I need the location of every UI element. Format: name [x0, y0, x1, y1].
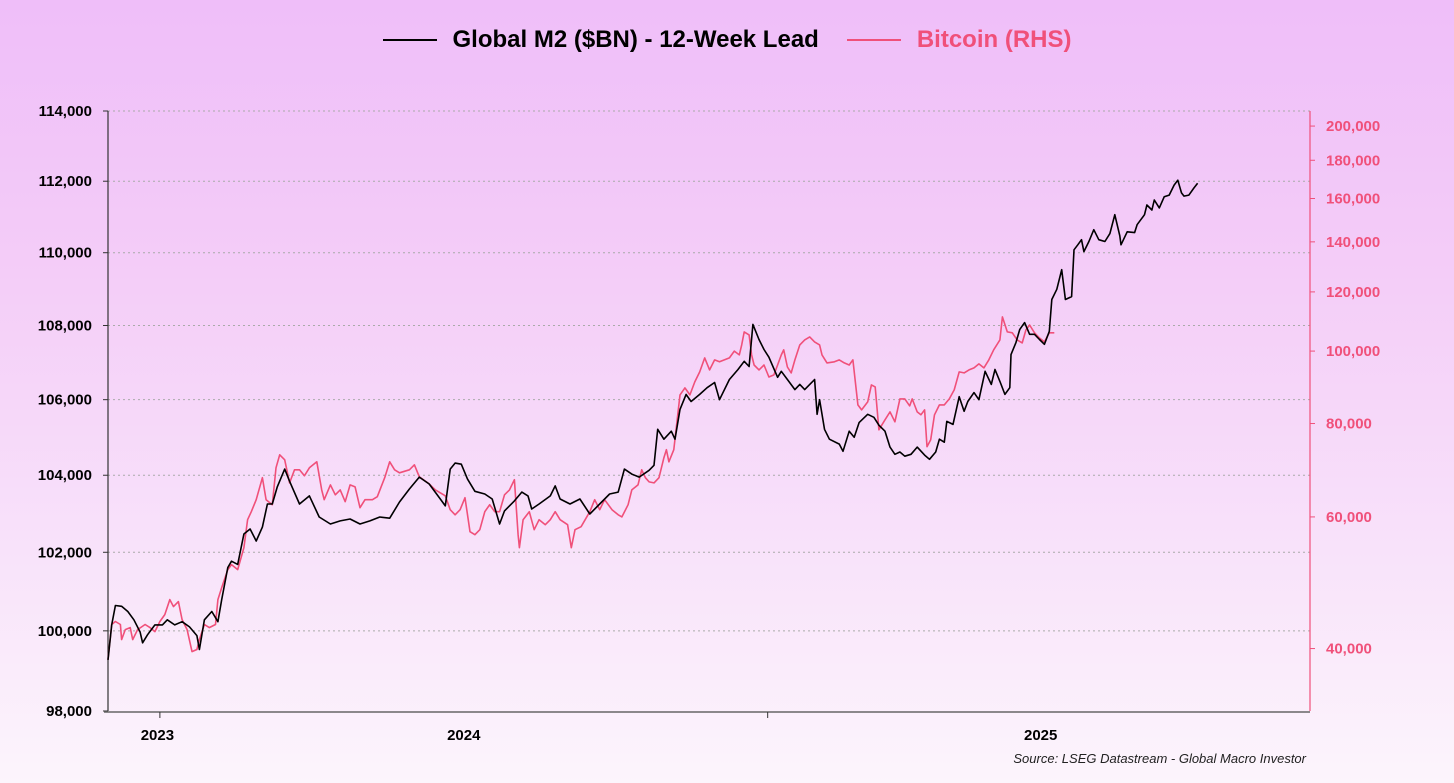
- source-note: Source: LSEG Datastream - Global Macro I…: [1013, 751, 1306, 766]
- x-tick-label: 2023: [141, 727, 174, 744]
- x-tick-label: 2024: [447, 727, 481, 744]
- legend: Global M2 ($BN) - 12-Week Lead Bitcoin (…: [0, 26, 1454, 54]
- right-tick-label: 40,000: [1326, 641, 1372, 658]
- legend-item-bitcoin[interactable]: Bitcoin (RHS): [846, 26, 1072, 54]
- left-tick-label: 98,000: [46, 703, 92, 720]
- left-tick-label: 102,000: [38, 544, 92, 561]
- left-tick-label: 112,000: [39, 173, 92, 190]
- right-tick-label: 60,000: [1326, 509, 1372, 526]
- right-tick-label: 80,000: [1326, 416, 1372, 433]
- legend-label-m2: Global M2 ($BN) - 12-Week Lead: [452, 26, 819, 53]
- right-tick-label: 180,000: [1326, 152, 1380, 169]
- left-tick-label: 104,000: [38, 467, 92, 484]
- right-tick-label: 160,000: [1326, 191, 1380, 208]
- left-tick-label: 106,000: [38, 392, 92, 409]
- left-tick-label: 114,000: [39, 103, 92, 120]
- left-tick-label: 108,000: [38, 318, 92, 335]
- right-tick-label: 100,000: [1326, 343, 1380, 360]
- right-tick-label: 140,000: [1326, 234, 1380, 251]
- right-tick-label: 200,000: [1326, 118, 1380, 135]
- legend-swatch-bitcoin: [846, 39, 901, 41]
- left-tick-label: 100,000: [38, 623, 92, 640]
- right-tick-label: 120,000: [1326, 284, 1380, 301]
- legend-label-bitcoin: Bitcoin (RHS): [916, 26, 1072, 53]
- legend-swatch-m2: [382, 39, 437, 41]
- left-tick-label: 110,000: [39, 245, 92, 262]
- series-line-m2: [107, 179, 1199, 660]
- x-tick-label: 2025: [1024, 727, 1057, 744]
- legend-item-m2[interactable]: Global M2 ($BN) - 12-Week Lead: [382, 26, 819, 54]
- series-line-bitcoin: [107, 316, 1055, 660]
